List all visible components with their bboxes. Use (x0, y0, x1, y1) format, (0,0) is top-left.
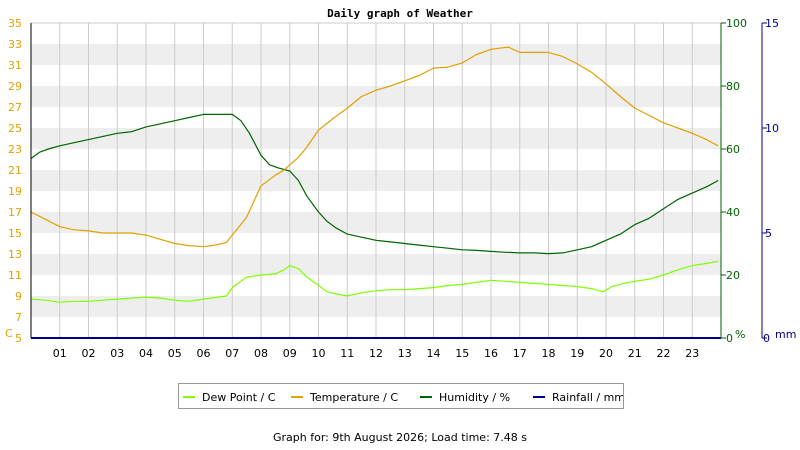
legend: Dew Point / C Temperature / C Humidity / %… (183, 391, 625, 404)
rainfall-tick-label: 0 (763, 332, 770, 345)
x-tick-label: 15 (455, 347, 469, 360)
x-tick-label: 06 (197, 347, 211, 360)
humidity-tick-label: 100 (726, 17, 747, 30)
footer: Graph for: 9th August 2026; Load time: 7… (0, 431, 800, 444)
legend-label: Humidity / % (439, 391, 510, 404)
x-tick-label: 05 (168, 347, 182, 360)
x-tick-label: 12 (369, 347, 383, 360)
x-tick-label: 04 (139, 347, 153, 360)
series-line-temperature (30, 46, 719, 248)
x-tick-label: 11 (340, 347, 354, 360)
temperature-tick-label: 23 (8, 143, 22, 156)
temperature-tick-label: 29 (8, 80, 22, 93)
series-layer (30, 46, 721, 339)
temperature-tick-label: 11 (8, 269, 22, 282)
x-tick-label: 16 (484, 347, 498, 360)
humidity-tick-label: 0 (726, 332, 733, 345)
rainfall-tick-label: 5 (765, 227, 772, 240)
x-tick-label: 07 (225, 347, 239, 360)
chart-title: Daily graph of Weather (327, 7, 473, 20)
humidity-tick-label: 20 (726, 269, 740, 282)
temperature-tick-label: 27 (8, 101, 22, 114)
x-tick-label: 02 (82, 347, 96, 360)
temperature-tick-label: 17 (8, 206, 22, 219)
temperature-tick-label: 33 (8, 38, 22, 51)
x-tick-label: 19 (570, 347, 584, 360)
humidity-tick-label: 40 (726, 206, 740, 219)
x-tick-label: 03 (110, 347, 124, 360)
x-tick-label: 22 (657, 347, 671, 360)
temperature-tick-label: 25 (8, 122, 22, 135)
x-tick-label: 10 (312, 347, 326, 360)
humidity-unit-label: % (735, 328, 745, 341)
rainfall-tick-label: 15 (765, 17, 779, 30)
vertical-grid (59, 23, 693, 338)
temperature-unit-label: C (5, 327, 13, 340)
temperature-tick-label: 35 (8, 17, 22, 30)
temperature-tick-label: 21 (8, 164, 22, 177)
temperature-tick-label: 7 (15, 311, 22, 324)
x-tick-label: 18 (542, 347, 556, 360)
rainfall-tick-label: 10 (765, 122, 779, 135)
x-tick-label: 09 (283, 347, 297, 360)
legend-box (178, 383, 624, 409)
humidity-tick-label: 60 (726, 143, 740, 156)
x-tick-label: 01 (53, 347, 67, 360)
temperature-tick-label: 19 (8, 185, 22, 198)
footer-label: Graph for: 9th August 2026; Load time: 7… (273, 431, 527, 444)
temperature-tick-label: 31 (8, 59, 22, 72)
legend-label: Dew Point / C (202, 391, 276, 404)
x-tick-label: 08 (254, 347, 268, 360)
rainfall-unit-label: mm (775, 328, 796, 341)
humidity-tick-label: 80 (726, 80, 740, 93)
series-line-humidity (30, 113, 719, 255)
temperature-tick-label: 13 (8, 248, 22, 261)
x-tick-label: 20 (599, 347, 613, 360)
x-tick-label: 13 (398, 347, 412, 360)
temperature-tick-label: 5 (15, 332, 22, 345)
x-tick-label: 17 (513, 347, 527, 360)
x-tick-label: 21 (628, 347, 642, 360)
series-line-dew (30, 260, 719, 303)
legend-label: Temperature / C (309, 391, 398, 404)
x-tick-label: 23 (685, 347, 699, 360)
axes: 01 02 03 04 05 06 07 08 09 10 11 12 13 14 15 16 17 18 19 20… (5, 17, 796, 360)
legend-label: Rainfall / mm (552, 391, 625, 404)
temperature-tick-label: 9 (15, 290, 22, 303)
temperature-tick-label: 15 (8, 227, 22, 240)
x-tick-label: 14 (427, 347, 441, 360)
